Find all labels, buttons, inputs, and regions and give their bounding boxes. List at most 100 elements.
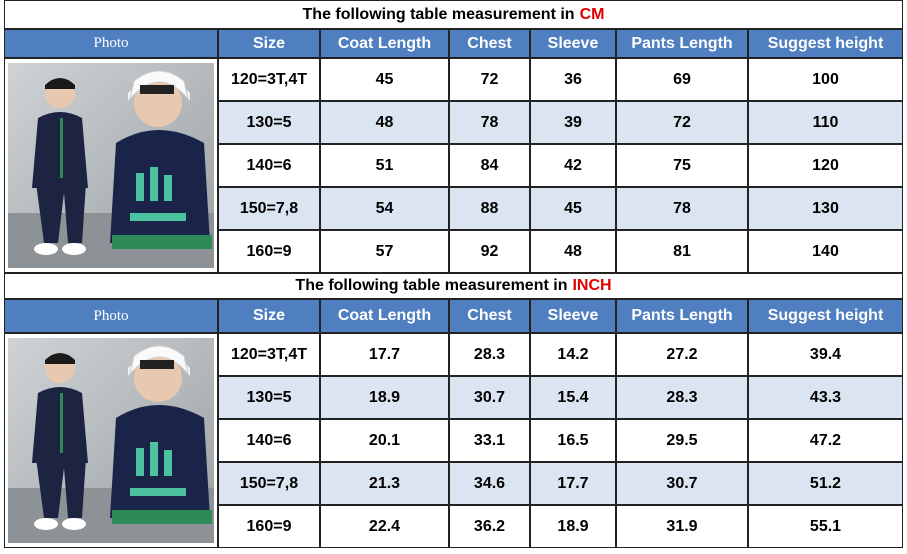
cell-text: 45	[375, 70, 394, 88]
header-text: Sleeve	[547, 34, 599, 52]
cell-text: 78	[480, 113, 499, 131]
column-header: Size	[218, 29, 320, 58]
cell-text: 28.3	[666, 388, 698, 406]
header-text: Pants Length	[631, 34, 733, 52]
cell-text: 30.7	[666, 474, 698, 492]
product-photo	[8, 338, 214, 543]
table-cell: 36.2	[449, 505, 530, 548]
unit: INCH	[572, 277, 612, 294]
table-cell: 110	[748, 101, 903, 144]
column-header: Photo	[4, 29, 218, 58]
cell-text: 43.3	[809, 388, 842, 406]
table-cell: 45	[530, 187, 616, 230]
table-cell: 18.9	[530, 505, 616, 548]
header-text: Size	[252, 34, 285, 52]
table-cell: 120	[748, 144, 903, 187]
cell-text: 120=3T,4T	[230, 70, 308, 88]
cell-text: 42	[564, 156, 582, 174]
column-header: Coat Length	[320, 299, 449, 333]
cell-text: 30.7	[473, 388, 506, 406]
table-cell: 48	[530, 230, 616, 273]
header-text: Photo	[93, 307, 129, 324]
cell-text: 33.1	[473, 431, 506, 449]
table-cell: 14.2	[530, 333, 616, 376]
table-cell: 120=3T,4T	[218, 58, 320, 101]
photo-cell	[4, 58, 218, 273]
header-text: Coat Length	[337, 307, 432, 324]
cell-text: 150=7,8	[239, 199, 299, 217]
table-cell: 150=7,8	[218, 462, 320, 505]
table-cell: 39.4	[748, 333, 903, 376]
cell-text: 130=5	[246, 113, 292, 131]
table-cell: 69	[616, 58, 748, 101]
cell-text: 55.1	[809, 517, 842, 535]
cell-text: 45	[564, 199, 582, 217]
cell-text: 78	[673, 199, 691, 217]
photo-cell	[4, 333, 218, 548]
column-header: Pants Length	[616, 299, 748, 333]
column-header: Photo	[4, 299, 218, 333]
column-header: Coat Length	[320, 29, 449, 58]
cell-text: 21.3	[368, 474, 401, 492]
table-cell: 130=5	[218, 101, 320, 144]
table-cell: 150=7,8	[218, 187, 320, 230]
cell-text: 27.2	[666, 345, 698, 363]
table-cell: 21.3	[320, 462, 449, 505]
header-text: Sleeve	[547, 307, 599, 324]
table-cell: 130	[748, 187, 903, 230]
table-cell: 100	[748, 58, 903, 101]
cell-text: 51	[375, 156, 394, 174]
table-cell: 17.7	[530, 462, 616, 505]
cell-text: 120	[812, 156, 839, 174]
table-cell: 92	[449, 230, 530, 273]
header-text: Chest	[467, 34, 512, 52]
cell-text: 57	[375, 242, 394, 260]
table-cell: 39	[530, 101, 616, 144]
table-cell: 18.9	[320, 376, 449, 419]
cell-text: 15.4	[557, 388, 589, 406]
table-cell: 160=9	[218, 505, 320, 548]
cell-text: 20.1	[368, 431, 401, 449]
cell-text: 31.9	[666, 517, 698, 535]
table-cell: 81	[616, 230, 748, 273]
cell-text: 18.9	[557, 517, 589, 535]
cell-text: 36.2	[473, 517, 506, 535]
table-cell: 29.5	[616, 419, 748, 462]
cell-text: 18.9	[368, 388, 401, 406]
cell-text: 34.6	[473, 474, 506, 492]
cell-text: 92	[480, 242, 499, 260]
cell-text: 140=6	[246, 431, 292, 449]
table-cell: 28.3	[449, 333, 530, 376]
table-cell: 88	[449, 187, 530, 230]
table-cell: 47.2	[748, 419, 903, 462]
table-cell: 120=3T,4T	[218, 333, 320, 376]
cell-text: 29.5	[666, 431, 698, 449]
table-cell: 140	[748, 230, 903, 273]
table-cell: 57	[320, 230, 449, 273]
table-cell: 30.7	[616, 462, 748, 505]
column-header: Sleeve	[530, 299, 616, 333]
table-cell: 20.1	[320, 419, 449, 462]
cell-text: 72	[673, 113, 691, 131]
cell-text: 51.2	[809, 474, 842, 492]
table-cell: 34.6	[449, 462, 530, 505]
table-cell: 27.2	[616, 333, 748, 376]
table-cell: 28.3	[616, 376, 748, 419]
table-cell: 15.4	[530, 376, 616, 419]
cell-text: 17.7	[557, 474, 589, 492]
cell-text: 69	[673, 70, 691, 88]
column-header: Chest	[449, 29, 530, 58]
header-text: Coat Length	[337, 34, 432, 52]
column-header: Suggest height	[748, 299, 903, 333]
cell-text: 17.7	[368, 345, 401, 363]
cell-text: 81	[673, 242, 691, 260]
cell-text: 140=6	[246, 156, 292, 174]
cell-text: 72	[480, 70, 499, 88]
cell-text: 48	[375, 113, 394, 131]
cell-text: 47.2	[809, 431, 842, 449]
cell-text: 160=9	[246, 242, 292, 260]
cell-text: 16.5	[557, 431, 589, 449]
table-cell: 36	[530, 58, 616, 101]
cell-text: 110	[812, 113, 839, 131]
